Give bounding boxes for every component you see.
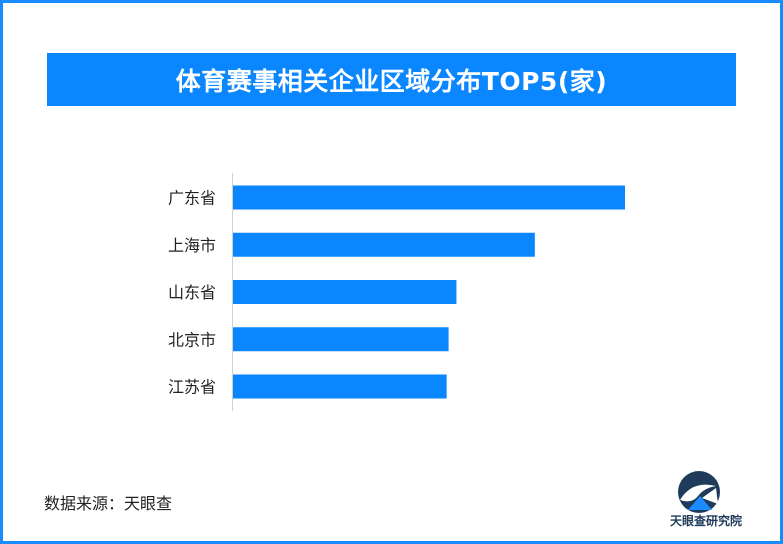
bar-0 (233, 185, 625, 210)
chart-title: 体育赛事相关企业区域分布TOP5(家) (47, 53, 736, 106)
category-label: 江苏省 (168, 378, 216, 397)
bar-3 (233, 327, 449, 352)
logo-text: 天眼查研究院 (669, 514, 742, 528)
bars-group (233, 185, 625, 399)
tianyancha-logo-icon (678, 471, 720, 513)
bar-1 (233, 232, 535, 257)
category-label: 山东省 (168, 283, 216, 302)
bar-4 (233, 374, 447, 399)
category-label: 北京市 (168, 330, 216, 349)
tianyancha-logo: 天眼查研究院 (658, 470, 754, 532)
category-label: 上海市 (168, 236, 216, 255)
category-label: 广东省 (168, 189, 216, 208)
data-source-note: 数据来源：天眼查 (44, 494, 173, 513)
bar-2 (233, 280, 457, 304)
